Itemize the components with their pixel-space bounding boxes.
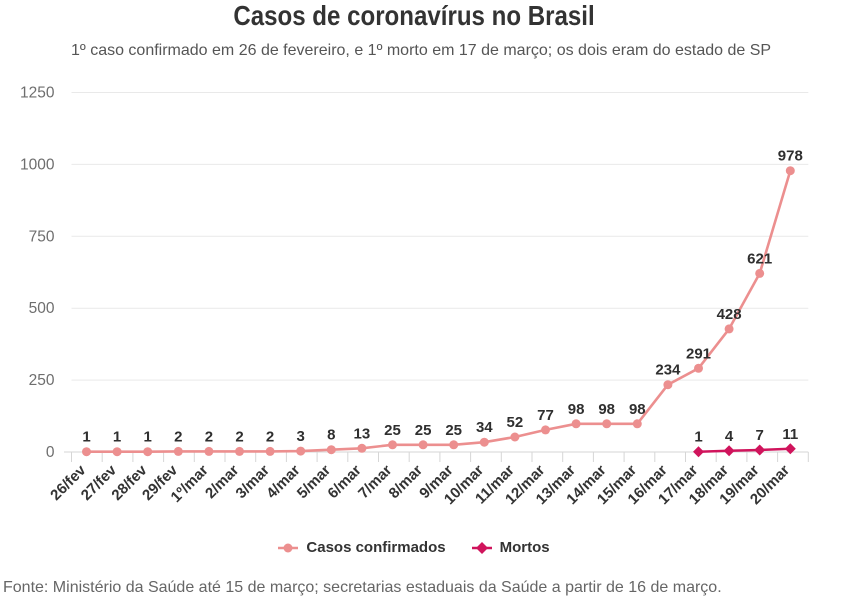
svg-text:25: 25 — [384, 422, 401, 439]
svg-text:234: 234 — [655, 362, 681, 379]
svg-text:25: 25 — [415, 422, 432, 439]
svg-text:291: 291 — [686, 345, 711, 362]
svg-text:250: 250 — [29, 372, 55, 389]
svg-text:1: 1 — [113, 429, 121, 446]
svg-text:4/mar: 4/mar — [263, 462, 303, 502]
svg-text:7: 7 — [756, 427, 764, 444]
svg-text:500: 500 — [29, 300, 55, 317]
svg-text:34: 34 — [476, 419, 493, 436]
svg-text:11: 11 — [782, 426, 798, 443]
svg-text:2: 2 — [235, 428, 243, 445]
svg-text:1000: 1000 — [20, 156, 55, 173]
svg-text:2: 2 — [266, 428, 274, 445]
svg-text:1250: 1250 — [20, 85, 55, 102]
svg-text:77: 77 — [537, 407, 554, 424]
svg-text:2: 2 — [205, 428, 213, 445]
svg-text:13: 13 — [354, 425, 371, 442]
svg-text:8: 8 — [327, 427, 335, 444]
svg-text:8/mar: 8/mar — [386, 462, 426, 502]
svg-text:6/mar: 6/mar — [324, 462, 364, 502]
svg-text:1: 1 — [694, 429, 702, 446]
svg-text:52: 52 — [507, 414, 524, 431]
svg-text:98: 98 — [629, 401, 646, 418]
svg-text:621: 621 — [747, 250, 772, 267]
svg-text:5/mar: 5/mar — [294, 462, 334, 502]
svg-text:3/mar: 3/mar — [233, 462, 273, 502]
svg-text:750: 750 — [29, 228, 55, 245]
svg-text:7/mar: 7/mar — [355, 462, 395, 502]
svg-text:1: 1 — [144, 429, 152, 446]
svg-text:4: 4 — [725, 428, 734, 445]
svg-text:98: 98 — [568, 401, 585, 418]
svg-text:98: 98 — [598, 401, 615, 418]
svg-text:978: 978 — [778, 148, 803, 165]
svg-text:2: 2 — [174, 428, 182, 445]
svg-text:25: 25 — [445, 422, 462, 439]
svg-text:428: 428 — [717, 306, 742, 323]
svg-text:1: 1 — [82, 429, 90, 446]
svg-text:0: 0 — [46, 444, 55, 461]
svg-text:3: 3 — [297, 428, 305, 445]
svg-text:2/mar: 2/mar — [202, 462, 242, 502]
